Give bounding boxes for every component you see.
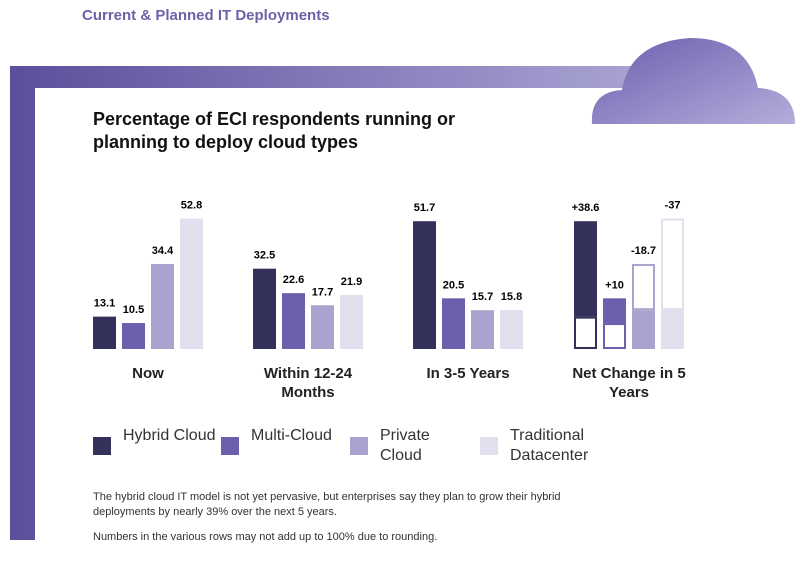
value-label: -18.7 xyxy=(631,245,656,257)
value-label: 34.4 xyxy=(152,245,174,257)
value-label: 13.1 xyxy=(94,298,115,310)
legend-label: Multi-Cloud xyxy=(251,427,332,444)
bar xyxy=(122,323,145,349)
value-label: 22.6 xyxy=(283,274,304,286)
bar xyxy=(471,310,494,349)
value-label: 10.5 xyxy=(123,304,144,316)
value-label: 51.7 xyxy=(414,202,435,214)
bar xyxy=(442,298,465,349)
bar xyxy=(253,268,276,349)
value-label: 15.8 xyxy=(501,291,522,303)
legend-label: Private Cloud xyxy=(380,427,430,464)
value-label: 32.5 xyxy=(254,250,275,262)
value-label: 17.7 xyxy=(312,286,333,298)
legend-label: Hybrid Cloud xyxy=(123,427,216,444)
legend-label: Traditional Datacenter xyxy=(510,427,589,464)
value-label: 15.7 xyxy=(472,291,493,303)
bar xyxy=(413,221,436,349)
category-label: In 3-5 Years xyxy=(426,365,510,382)
value-label: +38.6 xyxy=(572,202,600,214)
category-label: Net Change in 5 Years xyxy=(572,365,686,401)
change-bar xyxy=(661,218,684,310)
header-title: Current & Planned IT Deployments xyxy=(82,7,330,24)
change-bar xyxy=(632,263,655,311)
base-bar xyxy=(603,323,626,350)
legend-swatch xyxy=(350,437,368,455)
bar xyxy=(500,309,523,349)
legend-swatch xyxy=(93,437,111,455)
category-label: Now xyxy=(132,365,164,382)
value-label: 20.5 xyxy=(443,279,464,291)
value-label: 21.9 xyxy=(341,276,362,288)
change-bar xyxy=(574,221,597,317)
base-bar xyxy=(661,309,684,349)
base-bar xyxy=(632,310,655,349)
category-label: Within 12-24 Months xyxy=(263,365,353,401)
bar xyxy=(340,294,363,349)
chart-title: Percentage of ECI respondents running or… xyxy=(93,109,456,152)
cloud xyxy=(591,38,795,124)
bar xyxy=(180,218,203,349)
value-label: +10 xyxy=(605,279,624,291)
bar xyxy=(311,305,334,349)
legend-swatch xyxy=(221,437,239,455)
legend-swatch xyxy=(480,437,498,455)
base-bar xyxy=(574,316,597,350)
bar xyxy=(93,316,116,349)
note: The hybrid cloud IT model is not yet per… xyxy=(93,491,561,518)
change-bar xyxy=(603,298,626,324)
bar xyxy=(282,293,305,349)
bar xyxy=(151,263,174,349)
note: Numbers in the various rows may not add … xyxy=(93,531,438,543)
value-label: 52.8 xyxy=(181,199,202,211)
value-label: -37 xyxy=(665,199,681,211)
